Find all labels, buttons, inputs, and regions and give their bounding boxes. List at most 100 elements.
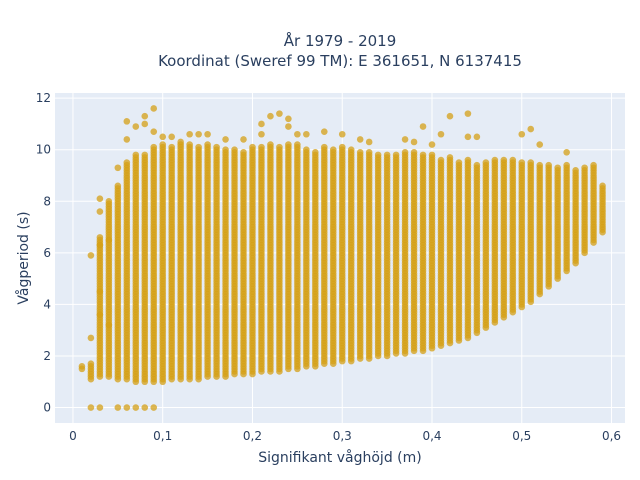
data-point	[572, 167, 579, 174]
data-point	[105, 236, 113, 244]
data-point	[563, 148, 570, 156]
data-point	[437, 156, 445, 164]
data-point	[114, 182, 122, 190]
data-point	[96, 234, 104, 241]
x-tick-label: 0,2	[243, 429, 262, 443]
data-point	[258, 130, 265, 138]
data-point	[491, 156, 499, 164]
data-point	[213, 143, 220, 151]
data-point	[240, 148, 247, 156]
data-point	[132, 123, 140, 130]
data-point	[464, 133, 472, 141]
data-point	[87, 360, 95, 368]
x-axis-label: Signifikant våghöjd (m)	[258, 449, 421, 466]
x-tick-label: 0,1	[153, 429, 172, 443]
data-point	[294, 130, 301, 138]
data-point	[276, 143, 283, 151]
y-tick-label: 2	[43, 349, 51, 363]
data-point	[123, 136, 131, 143]
data-point	[150, 128, 158, 135]
data-point	[554, 164, 561, 172]
data-point	[141, 112, 149, 120]
data-point	[285, 115, 292, 123]
data-point	[204, 130, 211, 138]
data-point	[365, 148, 373, 156]
data-point	[509, 156, 517, 164]
data-point	[150, 143, 158, 151]
x-tick-label: 0,3	[333, 429, 352, 443]
y-axis-label: Vågperiod (s)	[15, 211, 32, 304]
data-point	[249, 143, 256, 151]
data-points	[78, 105, 606, 411]
data-point	[105, 321, 113, 329]
data-point	[356, 136, 364, 143]
data-point	[96, 208, 104, 215]
data-point	[428, 141, 436, 148]
y-tick-label: 6	[43, 246, 51, 260]
y-tick-label: 8	[43, 194, 51, 208]
data-point	[168, 133, 175, 141]
data-point	[545, 161, 553, 169]
data-point	[455, 159, 463, 166]
data-point	[186, 141, 193, 148]
y-tick-label: 4	[43, 297, 51, 311]
data-point	[392, 151, 400, 159]
data-point	[464, 110, 472, 117]
data-point	[473, 133, 481, 141]
data-point	[401, 148, 409, 156]
data-point	[347, 146, 355, 154]
data-point	[96, 311, 104, 319]
data-point	[303, 146, 310, 154]
data-point	[258, 143, 265, 151]
data-point	[312, 148, 319, 156]
data-point	[231, 146, 238, 154]
data-point	[87, 252, 95, 259]
data-point	[419, 151, 427, 159]
data-point	[168, 143, 175, 151]
data-point	[599, 182, 606, 190]
data-point	[365, 138, 373, 146]
y-tick-label: 12	[36, 91, 51, 105]
data-point	[159, 133, 167, 141]
data-point	[141, 151, 149, 159]
data-point	[303, 130, 310, 138]
data-point	[464, 156, 472, 164]
data-point	[294, 141, 301, 148]
data-point	[500, 156, 508, 164]
y-tick-label: 0	[43, 401, 51, 415]
data-point	[410, 138, 418, 146]
data-point	[141, 120, 149, 128]
data-point	[338, 130, 346, 138]
data-point	[132, 151, 140, 159]
data-point	[329, 146, 337, 154]
data-point	[159, 141, 167, 148]
x-tick-label: 0,4	[422, 429, 441, 443]
y-tick-label: 10	[36, 143, 51, 157]
data-point	[195, 143, 202, 151]
data-point	[105, 197, 113, 205]
data-point	[446, 154, 454, 161]
data-point	[96, 241, 104, 249]
data-point	[356, 148, 364, 156]
data-point	[563, 161, 570, 169]
data-point	[590, 161, 597, 169]
data-point	[374, 151, 382, 159]
data-point	[473, 161, 481, 169]
data-point	[518, 130, 526, 138]
chart-subtitle: Koordinat (Sweref 99 TM): E 361651, N 61…	[158, 52, 522, 70]
data-point	[132, 404, 140, 411]
data-point	[285, 123, 292, 130]
data-point	[114, 164, 122, 172]
data-point	[222, 146, 229, 154]
data-point	[186, 130, 193, 138]
data-point	[78, 362, 86, 370]
data-point	[96, 195, 104, 203]
data-point	[410, 148, 418, 156]
data-point	[446, 112, 454, 120]
data-point	[320, 128, 328, 135]
data-point	[114, 404, 122, 411]
data-point	[518, 159, 526, 166]
tick-labels: 0 0,1 0,2 0,3 0,4 0,5 0,6 0 2 4 6 8 10 12	[36, 91, 621, 443]
data-point	[123, 118, 131, 125]
